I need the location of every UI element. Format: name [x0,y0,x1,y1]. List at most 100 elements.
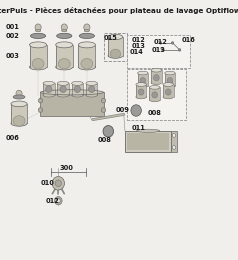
Bar [30,45,47,67]
Ellipse shape [86,93,97,97]
Text: 012: 012 [132,37,145,43]
Ellipse shape [108,34,123,40]
FancyBboxPatch shape [127,35,190,68]
Bar [43,83,55,95]
Bar [56,45,73,67]
Ellipse shape [30,42,47,48]
Ellipse shape [151,68,162,72]
Ellipse shape [35,30,41,32]
Ellipse shape [43,93,55,97]
Ellipse shape [101,98,106,103]
Circle shape [172,134,176,137]
Ellipse shape [137,129,160,132]
Ellipse shape [165,71,175,75]
Ellipse shape [165,84,175,87]
Circle shape [60,86,66,93]
Bar [138,73,148,86]
Ellipse shape [38,98,43,103]
Ellipse shape [78,42,95,48]
Bar [78,45,95,67]
Circle shape [131,105,141,116]
Text: 016: 016 [181,37,195,43]
Bar [149,87,160,100]
Ellipse shape [149,86,160,89]
Ellipse shape [56,42,73,48]
Circle shape [84,24,90,31]
Bar [171,131,177,152]
Circle shape [55,180,61,187]
Text: 010: 010 [40,179,54,186]
Ellipse shape [57,93,69,97]
Bar [108,37,123,56]
Text: 012: 012 [45,198,59,204]
Bar [72,83,83,95]
Circle shape [154,75,159,81]
Circle shape [167,77,173,84]
Text: InterPuls - Pièces détachées pour plateau de lavage Optiflow 3: InterPuls - Pièces détachées pour platea… [0,6,238,14]
Ellipse shape [32,58,44,69]
Ellipse shape [84,30,89,32]
Bar [11,104,27,124]
Bar [57,83,69,95]
Circle shape [165,89,171,95]
Text: 015: 015 [104,35,117,41]
Ellipse shape [101,108,106,112]
Ellipse shape [13,95,25,99]
Ellipse shape [86,81,97,85]
Circle shape [46,86,52,93]
Ellipse shape [136,83,146,86]
Text: 300: 300 [59,165,73,171]
Text: 011: 011 [132,125,146,131]
Circle shape [52,177,64,190]
Circle shape [172,146,176,149]
Bar [163,84,174,97]
Circle shape [35,24,41,31]
Circle shape [55,197,62,205]
Ellipse shape [30,64,47,70]
Circle shape [103,126,114,137]
Bar [151,70,162,83]
Ellipse shape [58,58,70,69]
Ellipse shape [56,64,73,70]
Ellipse shape [163,83,174,86]
Ellipse shape [78,64,95,70]
Circle shape [89,86,95,93]
Text: 003: 003 [6,53,20,59]
Text: 009: 009 [115,107,129,114]
Ellipse shape [72,93,83,97]
Circle shape [16,90,22,97]
Ellipse shape [136,95,146,99]
Ellipse shape [62,30,67,32]
Circle shape [61,24,67,31]
Circle shape [162,49,164,51]
Text: 013: 013 [152,47,166,53]
Ellipse shape [72,81,83,85]
Text: 013: 013 [132,43,145,49]
Text: 008: 008 [148,110,161,116]
Circle shape [152,92,158,98]
Text: 012: 012 [153,39,167,45]
Ellipse shape [11,101,27,107]
Text: 001: 001 [6,24,20,30]
FancyBboxPatch shape [104,32,127,61]
Ellipse shape [40,90,104,95]
Circle shape [138,89,144,95]
Ellipse shape [110,49,121,58]
Bar [40,92,104,116]
Ellipse shape [57,81,69,85]
Bar [165,73,175,86]
Ellipse shape [79,33,94,38]
Circle shape [159,42,162,44]
Ellipse shape [13,116,25,126]
Text: 002: 002 [6,33,20,39]
Circle shape [56,199,60,203]
Ellipse shape [81,58,93,69]
Ellipse shape [11,121,27,126]
Bar [136,84,146,97]
Ellipse shape [108,53,123,58]
Ellipse shape [38,108,43,112]
Circle shape [74,86,80,93]
Ellipse shape [138,84,148,87]
Ellipse shape [57,33,72,38]
Ellipse shape [43,81,55,85]
